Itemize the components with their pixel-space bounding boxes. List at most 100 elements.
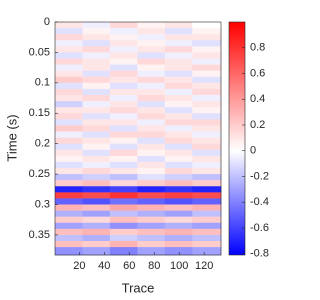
heatmap-cell <box>55 186 83 193</box>
heatmap-cell <box>55 101 83 108</box>
heatmap-cell <box>82 210 111 217</box>
heatmap-cell <box>137 22 166 29</box>
heatmap-cell <box>109 58 138 65</box>
heatmap-cell <box>55 247 83 256</box>
heatmap-cell <box>109 125 138 132</box>
heatmap-cell <box>192 210 222 217</box>
heatmap-cell <box>137 125 166 132</box>
colorbar-tick-label: -0.6 <box>250 222 269 234</box>
chart: Trace Time (s) 20 40 60 80 100 120 0 0.05 0.1 0.1… <box>4 16 269 296</box>
heatmap-cell <box>55 192 83 199</box>
heatmap-cell <box>82 82 111 90</box>
plot-frame <box>54 21 222 256</box>
heatmap-cell <box>192 101 222 108</box>
heatmap-cell <box>82 113 111 120</box>
y-tick-label: 0 <box>44 16 50 28</box>
heatmap-cell <box>192 58 222 65</box>
y-tick-label: 0.05 <box>29 46 50 58</box>
heatmap-cell <box>137 101 166 108</box>
heatmap-cell <box>82 222 111 230</box>
heatmap-cell <box>55 222 83 230</box>
heatmap-cell <box>82 247 111 256</box>
heatmap-cell <box>192 222 222 230</box>
heatmap-cell <box>192 234 222 242</box>
heatmap-cell <box>164 119 193 126</box>
heatmap-cell <box>192 216 222 224</box>
heatmap-cell <box>55 70 83 78</box>
heatmap-cell <box>137 131 166 138</box>
heatmap-cell <box>137 95 166 102</box>
heatmap-cell <box>82 52 111 59</box>
heatmap-cell <box>137 210 166 217</box>
heatmap-cell <box>164 125 193 132</box>
heatmap-cell <box>164 22 193 29</box>
heatmap-cell <box>164 101 193 108</box>
heatmap-cell <box>164 46 193 53</box>
heatmap-cell <box>82 64 111 71</box>
heatmap-cell <box>55 149 83 157</box>
heatmap-cell <box>164 131 193 138</box>
heatmap-cell <box>192 168 222 175</box>
heatmap-cell <box>137 234 166 242</box>
heatmap-cell <box>164 247 193 256</box>
heatmap-cell <box>137 143 166 151</box>
heatmap-cell <box>109 228 138 236</box>
heatmap-cell <box>164 168 193 175</box>
heatmap-cell <box>55 180 83 187</box>
heatmap-cell <box>192 125 222 132</box>
heatmap-cell <box>82 161 111 169</box>
heatmap-cell <box>137 88 166 96</box>
x-tick-label: 100 <box>170 260 188 272</box>
heatmap-cell <box>109 143 138 151</box>
colorbar-tick-label: 0.8 <box>250 42 265 54</box>
heatmap-cell <box>164 241 193 248</box>
heatmap-cell <box>192 198 222 205</box>
heatmap-cell <box>109 161 138 169</box>
heatmap-cell <box>55 210 83 217</box>
colorbar-tick-label: -0.4 <box>250 196 269 208</box>
heatmap-cell <box>82 228 111 236</box>
heatmap-cell <box>109 168 138 175</box>
y-tick-label: 0.2 <box>35 138 50 150</box>
heatmap-cell <box>82 149 111 157</box>
heatmap-cell <box>192 228 222 236</box>
heatmap-cell <box>137 70 166 78</box>
x-tick-label: 60 <box>123 260 135 272</box>
heatmap-cell <box>164 210 193 217</box>
heatmap-cell <box>192 131 222 138</box>
heatmap-cell <box>192 149 222 157</box>
heatmap-cell <box>82 186 111 193</box>
heatmap-cell <box>55 82 83 90</box>
heatmap-cell <box>55 234 83 242</box>
heatmap-cell <box>109 198 138 205</box>
heatmap-cell <box>164 149 193 157</box>
heatmap-cell <box>164 64 193 71</box>
heatmap-cell <box>109 40 138 47</box>
heatmap-cell <box>164 107 193 114</box>
y-axis-label: Time (s) <box>4 114 19 161</box>
heatmap-cell <box>192 76 222 84</box>
heatmap-cell <box>137 76 166 84</box>
heatmap-cell <box>55 95 83 102</box>
heatmap-cell <box>192 113 222 120</box>
colorbar-tick-label: -0.2 <box>250 170 269 182</box>
heatmap-cell <box>109 241 138 248</box>
heatmap-cell <box>137 204 166 211</box>
heatmap-cell <box>109 119 138 126</box>
heatmap-cell <box>164 113 193 120</box>
heatmap-cell <box>192 161 222 169</box>
heatmap-cell <box>192 40 222 47</box>
heatmap-cell <box>164 174 193 181</box>
heatmap-cell <box>55 34 83 41</box>
heatmap-cell <box>109 88 138 96</box>
heatmap-cell <box>82 46 111 53</box>
heatmap-cell <box>82 204 111 211</box>
heatmap-cell <box>137 192 166 199</box>
colorbar-tick-label: 0 <box>250 145 256 157</box>
heatmap-cell <box>192 119 222 126</box>
heatmap-cell <box>55 52 83 59</box>
heatmap-cell <box>192 95 222 102</box>
heatmap-cell <box>82 216 111 224</box>
heatmap-cell <box>137 28 166 35</box>
heatmap-cell <box>137 216 166 224</box>
